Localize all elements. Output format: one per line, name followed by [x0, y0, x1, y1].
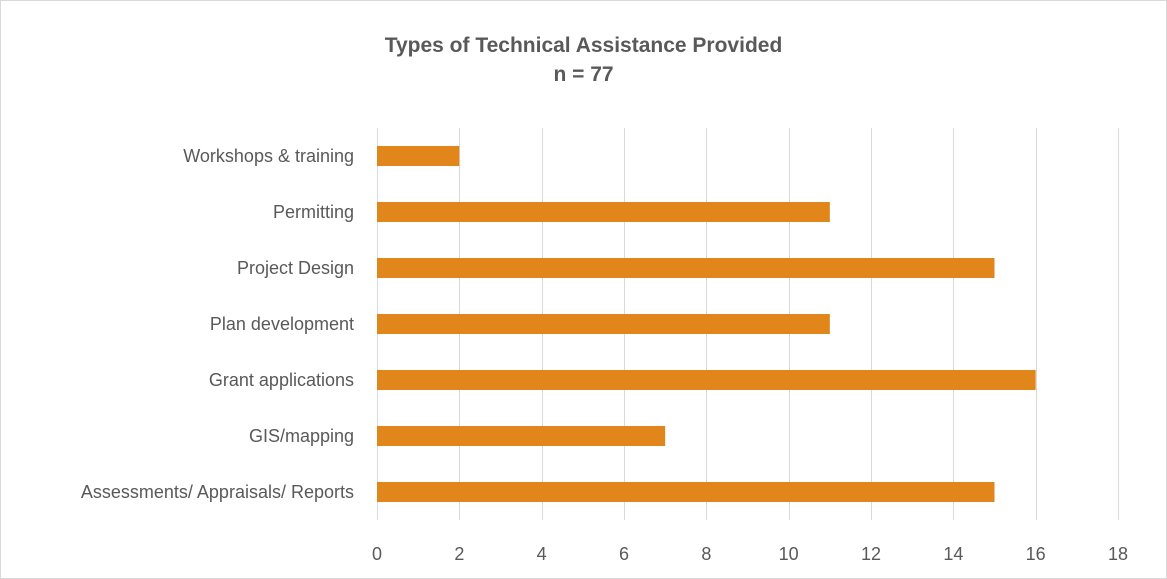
- bar: [377, 258, 995, 278]
- category-label: Assessments/ Appraisals/ Reports: [81, 482, 354, 502]
- bars: [377, 146, 1036, 502]
- x-tick-label: 18: [1108, 544, 1128, 564]
- category-label: Grant applications: [209, 370, 354, 390]
- category-label: Permitting: [273, 202, 354, 222]
- bar: [377, 426, 666, 446]
- x-tick-label: 6: [619, 544, 629, 564]
- bar: [377, 146, 460, 166]
- x-tick-label: 14: [943, 544, 963, 564]
- category-label: Workshops & training: [183, 146, 354, 166]
- category-labels: Workshops & training Permitting Project De…: [81, 146, 354, 502]
- category-label: Project Design: [237, 258, 354, 278]
- x-tick-label: 2: [454, 544, 464, 564]
- category-label: Plan development: [210, 314, 354, 334]
- bar: [377, 202, 830, 222]
- chart-title: Types of Technical Assistance Provided: [384, 34, 783, 57]
- x-tick-label: 16: [1026, 544, 1046, 564]
- x-tick-label: 4: [537, 544, 547, 564]
- x-tick-label: 8: [701, 544, 711, 564]
- x-tick-label: 0: [372, 544, 382, 564]
- bar: [377, 482, 995, 502]
- bar: [377, 370, 1036, 390]
- chart-subtitle: n = 77: [553, 63, 614, 86]
- chart-title-block: Types of Technical Assistance Provided n…: [1, 31, 1166, 89]
- bar: [377, 314, 830, 334]
- x-tick-label: 10: [779, 544, 799, 564]
- category-label: GIS/mapping: [249, 426, 354, 446]
- x-tick-label: 12: [861, 544, 881, 564]
- x-tick-labels: 0 2 4 6 8 10 12 14 16 18: [372, 544, 1128, 564]
